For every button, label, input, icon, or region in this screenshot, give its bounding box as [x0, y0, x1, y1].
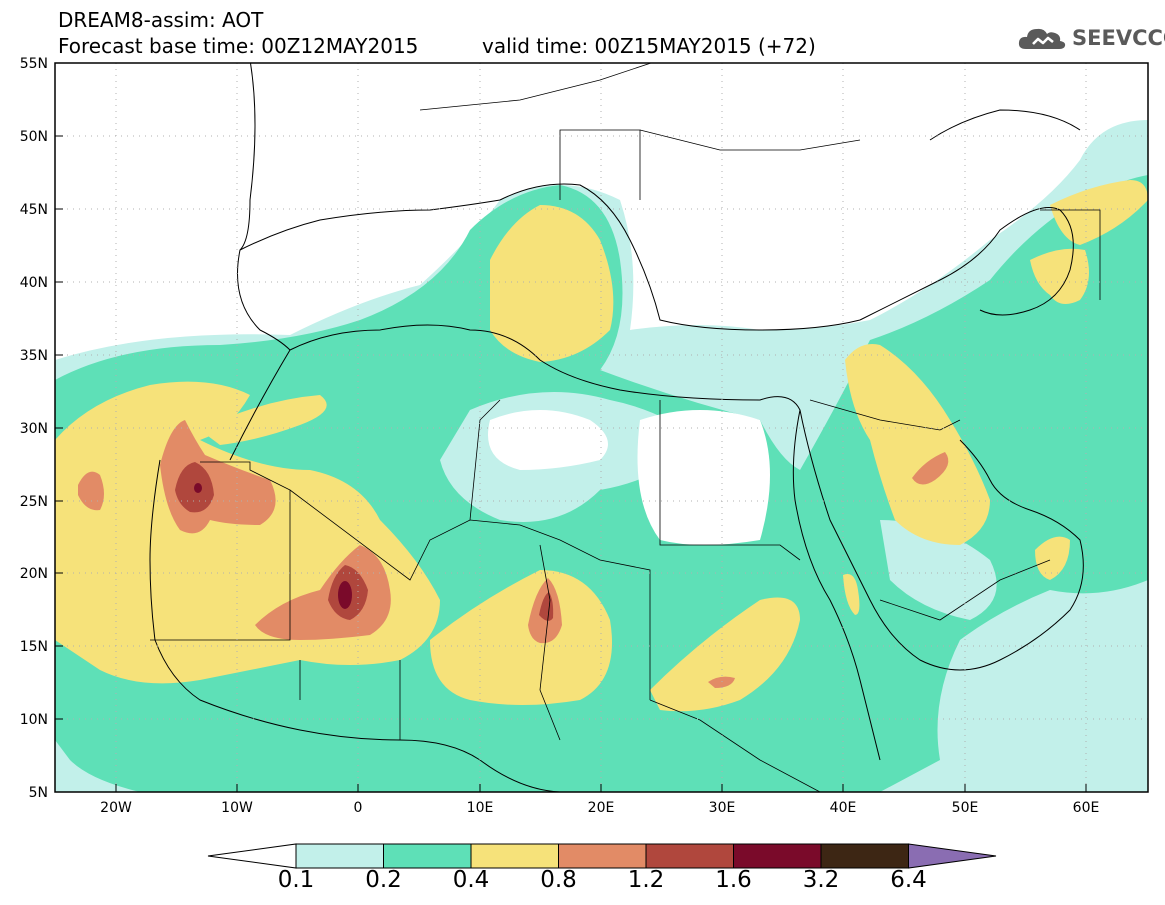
- lon-label: 10E: [467, 800, 494, 816]
- clean-air-libya-core: [488, 410, 608, 470]
- dust-max-western-sahara: [194, 483, 202, 493]
- lat-label: 30N: [20, 421, 48, 437]
- colorbar-label: 0.4: [452, 867, 490, 893]
- colorbar-label: 0.2: [365, 867, 402, 893]
- lat-label: 45N: [20, 202, 48, 218]
- cloud-icon: [1018, 28, 1066, 49]
- colorbar-swatch: [470, 843, 559, 869]
- colorbar-label: 6.4: [890, 867, 927, 893]
- longitude-labels: 20W 10W 0 10E 20E 30E 40E 50E 60E: [100, 800, 1099, 816]
- colorbar-below-arrow: [207, 843, 297, 869]
- country-borders: [150, 63, 1101, 792]
- tick-marks: [55, 135, 1087, 792]
- lon-label: 0: [354, 800, 363, 816]
- aot-band-0.4-sudan: [650, 597, 800, 712]
- latitude-labels: 55N 50N 45N 40N 35N 30N 25N 20N 15N 10N …: [20, 56, 48, 801]
- colorbar-swatch: [733, 843, 822, 869]
- colorbar-swatch: [295, 843, 384, 869]
- forecast-valid-time: valid time: 00Z15MAY2015 (+72): [482, 34, 816, 58]
- aot-band-0.8-mauritania: [255, 545, 391, 640]
- logo-text: SEEVCCC: [1072, 26, 1165, 50]
- graticule: [55, 63, 1148, 792]
- colorbar-swatch: [645, 843, 734, 869]
- lat-label: 40N: [20, 275, 48, 291]
- seevccc-logo: SEEVCCC: [1016, 22, 1165, 56]
- lon-label: 20E: [588, 800, 615, 816]
- lat-label: 5N: [29, 785, 48, 801]
- aot-band-0.8-sudan: [708, 676, 735, 688]
- colorbar-label: 1.6: [715, 867, 752, 893]
- colorbar-label: 0.1: [277, 867, 315, 893]
- aot-band-0.4-italy: [490, 205, 614, 362]
- aot-band-0.8-iraq: [912, 452, 949, 485]
- colorbar-above-arrow: [908, 843, 997, 869]
- lat-label: 55N: [20, 56, 48, 72]
- colorbar-label: 0.8: [540, 867, 577, 893]
- coastlines: [149, 63, 1084, 792]
- colorbar-swatch: [383, 843, 472, 869]
- colorbar-swatch: [820, 843, 909, 869]
- lat-label: 35N: [20, 348, 48, 364]
- aot-band-0.4-sahara-north: [200, 395, 327, 445]
- lat-label: 15N: [20, 639, 48, 655]
- map-title: DREAM8-assim: AOT: [58, 8, 264, 32]
- aot-band-0.4-oman: [1035, 536, 1070, 580]
- colorbar-label: 1.2: [627, 867, 665, 893]
- aot-band-0.4-caspian: [1050, 180, 1148, 245]
- lon-label: 60E: [1073, 800, 1100, 816]
- lon-label: 50E: [952, 800, 979, 816]
- colorbar: [207, 843, 997, 869]
- aot-band-0.4-central-asia: [1030, 248, 1089, 304]
- colorbar-swatch: [558, 843, 647, 869]
- lat-label: 10N: [20, 712, 48, 728]
- colorbar-label: 3.2: [802, 867, 840, 893]
- aot-band-0.4-iraq: [845, 344, 990, 545]
- lat-label: 20N: [20, 566, 48, 582]
- forecast-base-time: Forecast base time: 00Z12MAY2015: [58, 34, 419, 58]
- lon-label: 40E: [830, 800, 857, 816]
- lon-label: 30E: [709, 800, 736, 816]
- lon-label: 20W: [100, 800, 132, 816]
- lon-label: 10W: [221, 800, 253, 816]
- lat-label: 25N: [20, 494, 48, 510]
- aot-band-0.4-red-sea: [843, 574, 860, 615]
- lat-label: 50N: [20, 129, 48, 145]
- aot-band-0.4-chad: [430, 570, 612, 705]
- dust-max-mauritania: [338, 581, 352, 609]
- clean-air-egypt: [637, 410, 770, 545]
- clean-air-arabia: [880, 520, 997, 620]
